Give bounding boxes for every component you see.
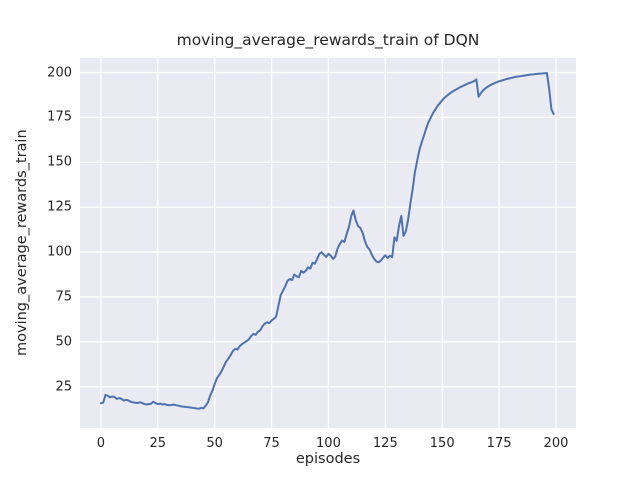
- series-moving_average_rewards_train: [99, 72, 555, 410]
- x-axis-label: episodes: [295, 451, 361, 467]
- x-tick-label: 200: [543, 436, 569, 451]
- y-tick-label: 200: [47, 65, 72, 81]
- y-tick-label: 175: [47, 109, 72, 125]
- x-tick-label: 175: [486, 436, 512, 451]
- x-tick-label: 125: [372, 436, 398, 451]
- gridlines: [80, 58, 576, 428]
- y-tick-label: 50: [55, 334, 72, 350]
- x-tick-label: 25: [149, 436, 167, 451]
- line-chart: [80, 58, 576, 428]
- y-tick-label: 25: [55, 379, 72, 395]
- x-tick-label: 150: [429, 436, 455, 451]
- plot-area: [80, 58, 576, 428]
- x-tick-label: 50: [206, 436, 223, 451]
- line-series: [99, 72, 555, 410]
- x-tick-label: 100: [316, 436, 341, 451]
- y-tick-label: 150: [47, 154, 72, 170]
- y-tick-label: 125: [47, 199, 72, 215]
- x-tick-label: 0: [96, 436, 106, 451]
- chart-title: moving_average_rewards_train of DQN: [176, 31, 480, 49]
- y-tick-label: 75: [55, 289, 72, 305]
- y-tick-label: 100: [47, 244, 72, 260]
- x-tick-label: 75: [263, 436, 280, 451]
- y-axis-label: moving_average_rewards_train: [14, 129, 30, 357]
